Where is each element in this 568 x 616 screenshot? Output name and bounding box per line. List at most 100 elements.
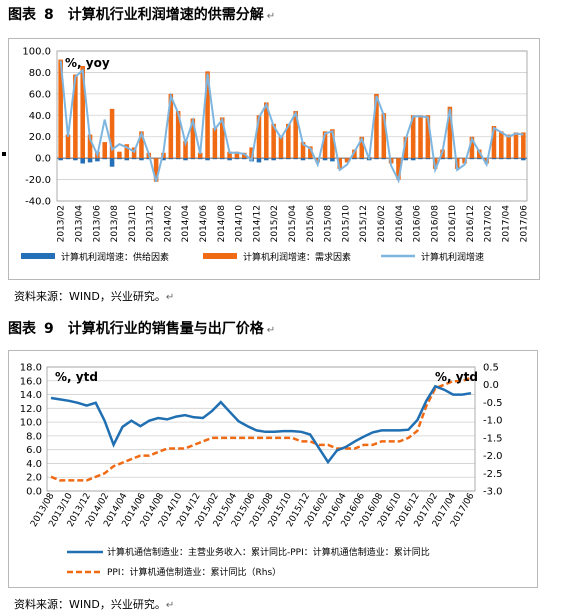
supply-bar: [491, 158, 497, 160]
demand-bar: [293, 111, 298, 159]
supply-bar: [139, 158, 144, 161]
demand-bar: [491, 126, 497, 159]
demand-bar: [205, 71, 210, 159]
y-tick-label: 20.0: [29, 132, 51, 143]
figure9-source: 资料来源：WIND，兴业研究。↵: [14, 596, 174, 612]
profit-growth-line: [59, 60, 524, 184]
demand-bar: [403, 136, 409, 159]
supply-bar: [124, 158, 130, 161]
figure8-source-text: 资料来源：WIND，兴业研究。: [14, 290, 166, 303]
supply-bar: [168, 158, 174, 160]
demand-bar: [330, 129, 335, 159]
supply-bar: [264, 158, 269, 161]
supply-bar: [476, 158, 482, 160]
left-y-tick-label: 12.0: [20, 404, 42, 415]
supply-bar: [241, 158, 247, 160]
supply-bar: [513, 158, 519, 160]
supply-bar: [499, 158, 504, 160]
demand-bar: [190, 118, 196, 159]
supply-bar: [278, 158, 284, 160]
supply-bar: [80, 158, 85, 164]
supply-bar: [308, 158, 313, 160]
x-tick-label: 2014/02: [163, 205, 173, 242]
x-tick-label: 2014/06: [199, 205, 209, 243]
supply-bar: [95, 158, 100, 162]
supply-bar: [425, 158, 431, 160]
demand-bar: [183, 141, 188, 159]
x-tick-label: 2016/10: [448, 205, 458, 243]
figure8-chart: -40.0 -20.0 0.0 20.0 40.0 60.0 80.0 100.0 %, yoy…: [21, 47, 529, 263]
supply-bar: [506, 158, 511, 160]
figure9-title: 计算机行业的销售量与出厂价格: [67, 321, 264, 337]
supply-bar: [322, 158, 328, 161]
y-tick-label: 80.0: [29, 68, 51, 79]
x-tick-label: 2016/02: [377, 205, 387, 242]
demand-bar: [278, 135, 284, 159]
supply-bar: [73, 158, 78, 161]
supply-bar: [330, 158, 335, 162]
figure9-caption: 图表 9 计算机行业的销售量与出厂价格 ↵: [8, 318, 275, 338]
paragraph-mark-icon: ↵: [266, 325, 276, 336]
legend-ppi-label: PPI：计算机通信制造业：累计同比（Rhs）: [107, 566, 281, 578]
demand-bar: [352, 149, 357, 159]
supply-bar: [102, 158, 108, 160]
x-tick-label: 2014/08: [217, 205, 227, 243]
x-tick-label: 2014/04: [181, 205, 191, 243]
x-tick-label: 2016/08: [430, 205, 440, 243]
demand-bar: [374, 93, 379, 159]
x-tick-label: 2016/04: [395, 205, 405, 243]
figure9-number: 9: [44, 321, 54, 337]
supply-bar: [352, 158, 357, 160]
left-y-tick-label: 14.0: [20, 390, 42, 401]
figure9-source-text: 资料来源：WIND，兴业研究。: [14, 598, 166, 611]
demand-bar: [87, 134, 93, 159]
supply-bar: [87, 158, 93, 163]
right-unit-label: %, ytd: [435, 370, 478, 384]
y-tick-label: 100.0: [22, 47, 51, 58]
demand-bar: [506, 134, 511, 159]
left-y-tick-label: 2.0: [26, 473, 42, 484]
supply-bar: [271, 158, 276, 161]
plot-frame: [56, 50, 528, 202]
supply-bar: [256, 158, 262, 163]
right-y-tick-label: 0.0: [483, 380, 499, 391]
figure9-label: 图表: [8, 321, 36, 337]
supply-bar: [447, 158, 453, 160]
y-tick-label: 40.0: [29, 111, 51, 122]
demand-bar: [344, 158, 350, 163]
demand-bar: [396, 158, 401, 180]
figure8-source: 资料来源：WIND，兴业研究。↵: [14, 288, 174, 304]
demand-bar: [469, 136, 475, 159]
demand-bar: [410, 115, 416, 159]
demand-bar: [264, 102, 269, 159]
demand-bar: [359, 136, 365, 159]
supply-bar: [131, 158, 137, 160]
revenue-minus-ppi-line: [50, 384, 472, 465]
supply-bar: [374, 158, 379, 160]
left-y-tick-label: 16.0: [20, 376, 42, 387]
demand-bar: [425, 115, 431, 159]
supply-bar: [197, 158, 203, 160]
left-y-tick-label: 6.0: [26, 445, 42, 456]
y-tick-label: 0.0: [35, 154, 51, 165]
x-tick-label: 2014/12: [252, 205, 262, 242]
supply-bar: [219, 158, 225, 160]
figure9-chart-panel: 0.0 2.0 4.0 6.0 8.0 10.0 12.0 14.0 16.0 18.0 -3.0 -…: [8, 350, 538, 588]
legend-demand-swatch: [203, 253, 237, 259]
supply-bar: [146, 158, 152, 160]
supply-bar: [175, 158, 181, 160]
x-tick-label: 2017/06: [519, 205, 529, 243]
demand-bar: [80, 66, 85, 159]
figure8-chart-panel: -40.0 -20.0 0.0 20.0 40.0 60.0 80.0 100.0 %, yoy…: [8, 38, 540, 280]
figure9-chart: 0.0 2.0 4.0 6.0 8.0 10.0 12.0 14.0 16.0 18.0 -3.0 -…: [20, 363, 503, 579]
demand-bar: [219, 117, 225, 159]
x-tick-label: 2015/02: [270, 205, 280, 242]
figure8-label: 图表: [8, 7, 36, 23]
y-tick-label: 60.0: [29, 89, 51, 100]
demand-bar: [381, 113, 387, 159]
x-tick-label: 2013/02: [57, 205, 67, 242]
demand-bar: [241, 152, 247, 159]
demand-bar: [58, 59, 63, 159]
paragraph-mark-icon: ↵: [266, 11, 276, 22]
x-tick-label: 2016/06: [413, 205, 423, 243]
